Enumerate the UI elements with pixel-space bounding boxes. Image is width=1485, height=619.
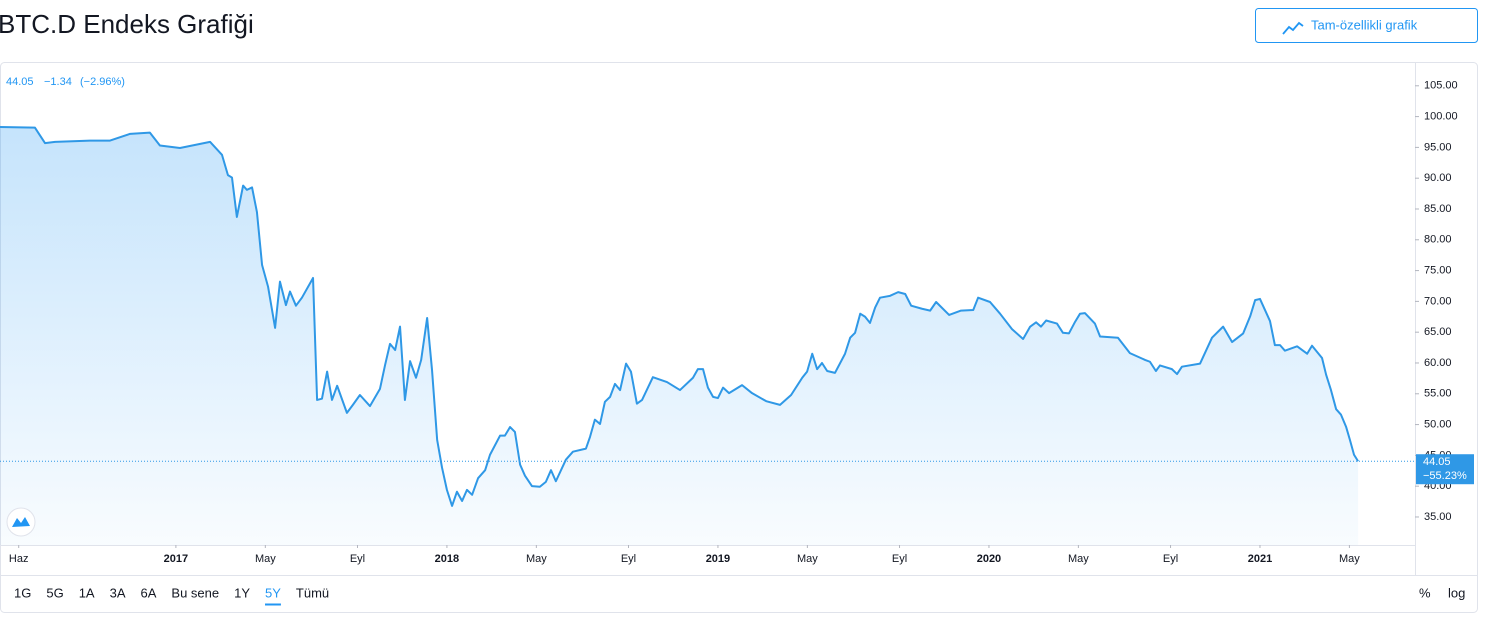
x-tick-label: 2020 — [977, 553, 1001, 565]
x-tick-label: 2019 — [706, 553, 730, 565]
logo — [6, 507, 36, 537]
price-label-value: 44.05 — [1423, 456, 1451, 468]
range-button[interactable]: 1Y — [234, 585, 250, 600]
y-tick-label: 50.00 — [1424, 418, 1452, 430]
x-tick-label: 2017 — [164, 553, 188, 565]
x-tick-label: Eyl — [350, 553, 365, 565]
y-tick-label: 90.00 — [1424, 172, 1452, 184]
x-tick-label: May — [1068, 553, 1089, 565]
range-button[interactable]: 3A — [110, 585, 126, 600]
y-tick-label: 85.00 — [1424, 203, 1452, 215]
legend-change: −1.34 — [44, 76, 72, 88]
range-button[interactable]: 5Y — [265, 585, 281, 600]
x-tick-label: May — [255, 553, 276, 565]
x-tick-label: Eyl — [892, 553, 907, 565]
legend-change-pct: (−2.96%) — [80, 76, 125, 88]
x-tick-label: Haz — [9, 553, 29, 565]
x-tick-label: May — [526, 553, 547, 565]
toolbar: 1G 5G 1A 3A 6A Bu sene 1Y 5Y Tümü% log — [14, 585, 1465, 606]
range-button[interactable]: 1G — [14, 585, 31, 600]
y-tick-label: 80.00 — [1424, 234, 1452, 246]
y-tick-label: 105.00 — [1424, 80, 1458, 92]
scale-toggle[interactable]: log — [1448, 585, 1465, 600]
y-tick-label: 55.00 — [1424, 388, 1452, 400]
y-tick-label: 95.00 — [1424, 141, 1452, 153]
plot: 35.0040.0045.0050.0055.0060.0065.0070.00… — [0, 80, 1474, 565]
logo-circle — [6, 507, 36, 537]
logo-mark — [12, 517, 30, 527]
y-tick-label: 100.00 — [1424, 110, 1458, 122]
full-chart-button[interactable]: Tam-özellikli grafik — [1255, 8, 1478, 43]
page-title: BTC.D Endeks Grafiği — [0, 9, 254, 39]
legend-price: 44.05 — [6, 76, 34, 88]
scale-toggle[interactable]: % — [1419, 585, 1431, 600]
x-tick-label: 2021 — [1248, 553, 1272, 565]
x-tick-label: May — [1339, 553, 1360, 565]
x-tick-label: Eyl — [621, 553, 636, 565]
range-button[interactable]: 1A — [79, 585, 95, 600]
button-icon[interactable] — [1282, 21, 1304, 35]
range-button[interactable]: 6A — [141, 585, 157, 600]
button-label[interactable]: Tam-özellikli grafik — [1311, 17, 1418, 32]
y-tick-label: 65.00 — [1424, 326, 1452, 338]
x-tick-label: 2018 — [435, 553, 459, 565]
y-tick-label: 70.00 — [1424, 295, 1452, 307]
x-tick-label: May — [797, 553, 818, 565]
legend: 44.05 −1.34 (−2.96%) — [6, 76, 125, 88]
y-tick-label: 75.00 — [1424, 264, 1452, 276]
range-button[interactable]: 5G — [46, 585, 63, 600]
x-tick-label: Eyl — [1163, 553, 1178, 565]
area-fill — [0, 127, 1359, 545]
price-label-change: −55.23% — [1423, 470, 1467, 482]
y-tick-label: 35.00 — [1424, 511, 1452, 523]
price-label-box — [1416, 454, 1474, 485]
y-tick-label: 60.00 — [1424, 357, 1452, 369]
range-button[interactable]: Bu sene — [171, 585, 219, 600]
price-line — [0, 126, 1359, 507]
range-button[interactable]: Tümü — [296, 585, 329, 600]
button-frame[interactable] — [1255, 8, 1478, 43]
